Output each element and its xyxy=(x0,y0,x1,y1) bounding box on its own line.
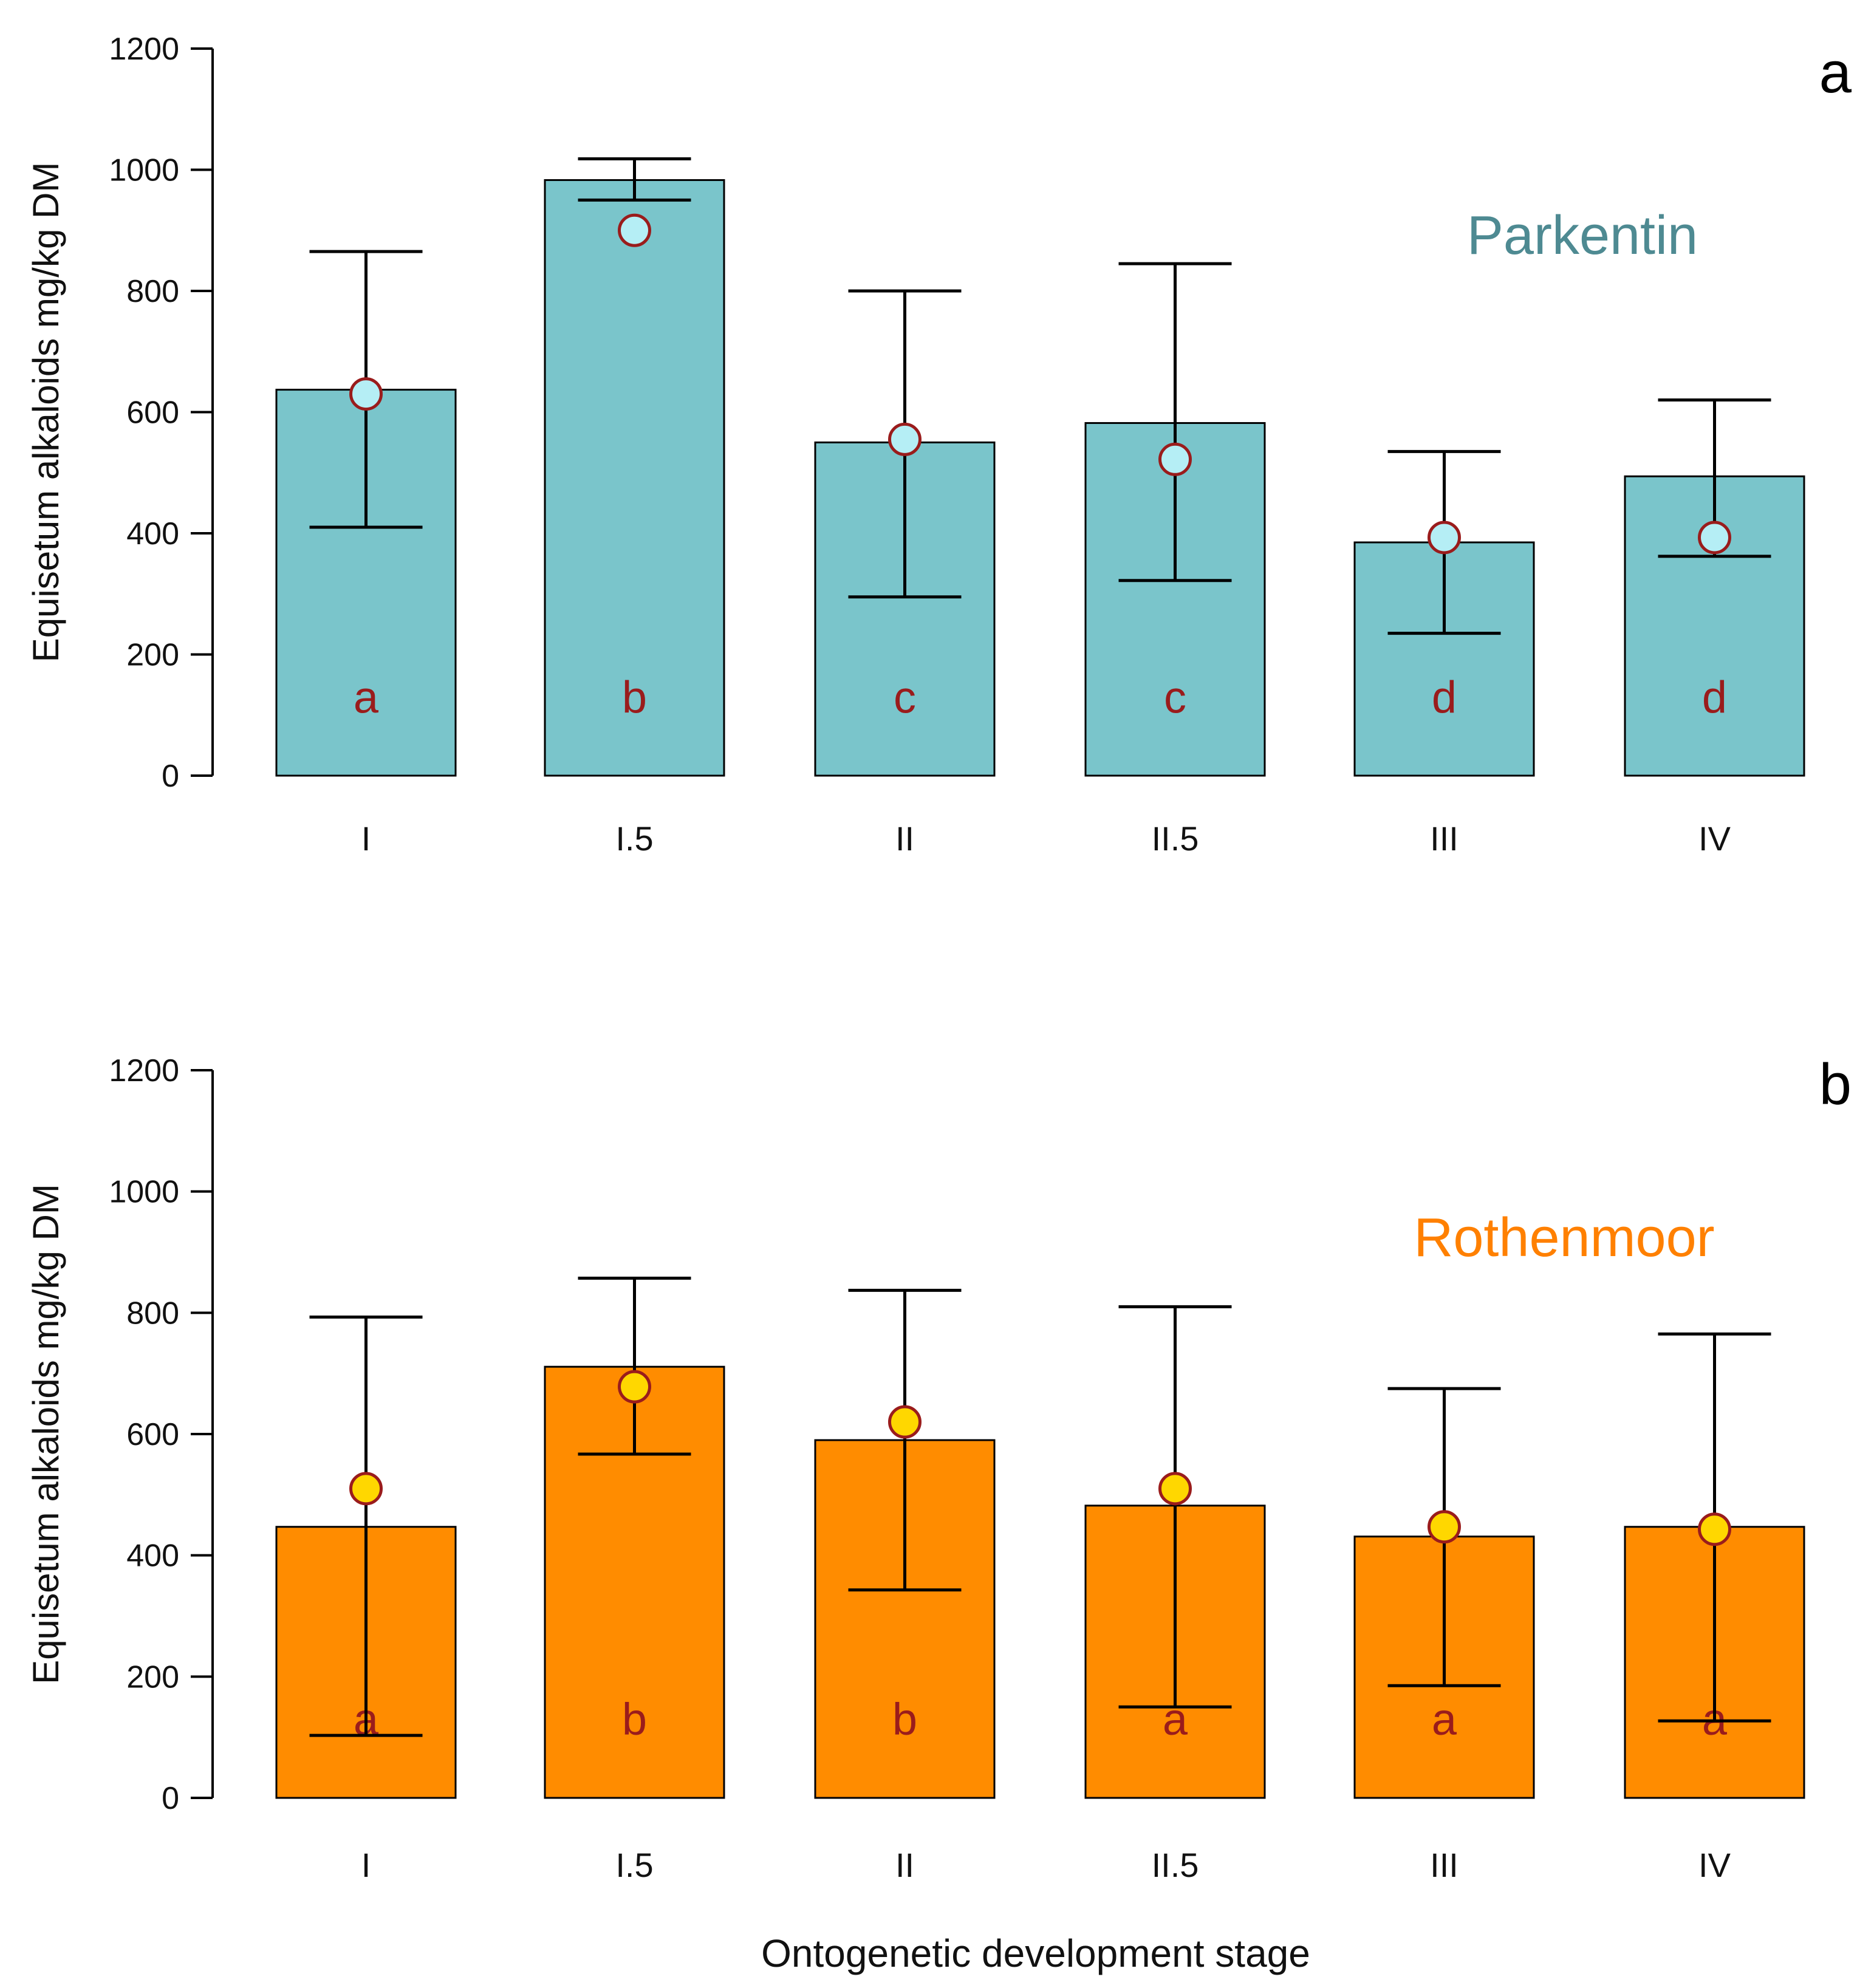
x-tick-label: III xyxy=(1430,819,1459,858)
data-point xyxy=(1698,521,1731,555)
y-tick-label: 200 xyxy=(126,1659,179,1695)
data-point xyxy=(888,1405,922,1439)
bar xyxy=(1084,422,1266,777)
panel-b: 0 200 400 600 800 1000 1200 Equisetum alkaloids… xyxy=(26,1052,1852,1884)
data-point xyxy=(888,422,922,456)
x-tick-label: II xyxy=(895,819,914,858)
y-tick-label: 1200 xyxy=(109,32,179,67)
y-tick-label: 400 xyxy=(126,1539,179,1574)
x-tick-label: IV xyxy=(1698,819,1731,858)
y-axis-title: Equisetum alkaloids mg/kg DM xyxy=(26,162,66,663)
data-point xyxy=(349,1472,383,1506)
x-tick-label: II.5 xyxy=(1152,1846,1199,1884)
y-tick-label: 1200 xyxy=(109,1053,179,1088)
panel-label: a xyxy=(1819,40,1852,105)
panel-a: 0 200 400 600 800 1000 1200 Equisetum alkaloids… xyxy=(26,32,1852,858)
y-tick-label: 600 xyxy=(126,395,179,431)
y-axis-title: Equisetum alkaloids mg/kg DM xyxy=(26,1184,66,1684)
y-tick-label: 800 xyxy=(126,1296,179,1331)
panel-label: b xyxy=(1819,1052,1852,1117)
y-tick-label: 1000 xyxy=(109,153,179,188)
site-label: Rothenmoor xyxy=(1414,1207,1714,1268)
y-tick-label: 400 xyxy=(126,516,179,552)
data-point xyxy=(1158,442,1192,476)
x-tick-label: II xyxy=(895,1846,914,1884)
data-point xyxy=(1428,1510,1461,1544)
x-tick-label: I xyxy=(361,1846,371,1884)
x-tick-label: I xyxy=(361,819,371,858)
x-tick-label: IV xyxy=(1698,1846,1731,1884)
data-point xyxy=(618,213,651,247)
bar xyxy=(544,179,725,777)
significance-letter: b xyxy=(622,672,647,722)
data-point xyxy=(1698,1512,1731,1546)
y-tick-label: 0 xyxy=(162,1781,179,1816)
significance-letter: d xyxy=(1432,672,1457,722)
data-point xyxy=(618,1370,651,1404)
x-tick-label: II.5 xyxy=(1152,819,1199,858)
significance-letter: b xyxy=(622,1694,647,1744)
y-tick-label: 600 xyxy=(126,1417,179,1452)
y-tick-label: 200 xyxy=(126,638,179,673)
significance-letter: a xyxy=(354,672,379,722)
significance-letter: b xyxy=(892,1694,917,1744)
y-tick-label: 800 xyxy=(126,274,179,309)
y-tick-label: 0 xyxy=(162,759,179,794)
significance-letter: d xyxy=(1702,672,1727,722)
x-tick-label: I.5 xyxy=(615,1846,653,1884)
x-axis-title: Ontogenetic development stage xyxy=(761,1932,1310,1975)
data-point xyxy=(1428,521,1461,555)
significance-letter: a xyxy=(1432,1694,1457,1744)
site-label: Parkentin xyxy=(1467,205,1698,266)
data-point xyxy=(1158,1472,1192,1506)
significance-letter: c xyxy=(1164,672,1186,722)
data-point xyxy=(349,377,383,411)
significance-letter: c xyxy=(894,672,916,722)
x-tick-label: I.5 xyxy=(615,819,653,858)
y-tick-label: 1000 xyxy=(109,1175,179,1210)
x-tick-label: III xyxy=(1430,1846,1459,1884)
